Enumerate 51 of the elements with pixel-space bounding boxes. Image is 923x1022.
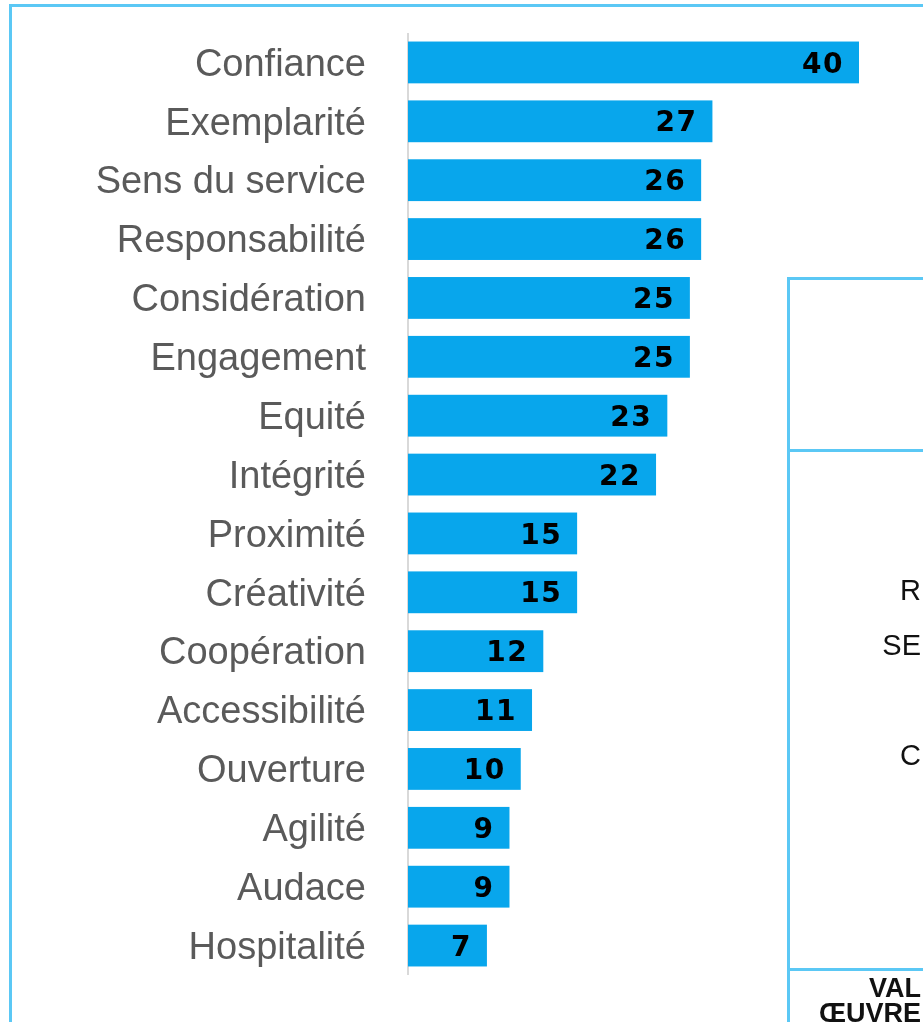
data-label: 26 xyxy=(644,223,687,257)
bar xyxy=(408,159,702,202)
y-tick-label: Sens du service xyxy=(95,159,366,202)
y-tick-label: Agilité xyxy=(262,807,366,850)
bar xyxy=(408,748,521,790)
bar xyxy=(408,512,578,555)
bar xyxy=(408,689,533,731)
bar xyxy=(408,924,487,967)
data-label: 11 xyxy=(475,694,518,728)
bar xyxy=(408,453,657,496)
y-tick-label: Audace xyxy=(237,865,366,908)
data-label: 7 xyxy=(450,929,472,963)
data-label: 25 xyxy=(632,282,675,316)
data-label: 22 xyxy=(599,458,642,492)
y-tick-label: Equité xyxy=(258,394,366,437)
bar xyxy=(408,277,690,319)
bar xyxy=(408,100,713,143)
text: R xyxy=(900,574,921,606)
y-tick-label: Responsabilité xyxy=(116,218,366,261)
y-tick-label: Considération xyxy=(131,277,366,320)
bar xyxy=(408,218,702,260)
data-label: 15 xyxy=(520,576,563,610)
bar xyxy=(408,571,578,614)
data-label: 40 xyxy=(802,46,844,80)
y-tick-label: Coopération xyxy=(158,630,366,673)
data-label: 23 xyxy=(610,399,653,433)
data-label: 25 xyxy=(632,340,675,374)
y-tick-label: Ouverture xyxy=(197,748,366,791)
bar xyxy=(408,865,510,908)
data-label: 27 xyxy=(655,105,698,139)
data-label: 9 xyxy=(473,870,495,904)
y-tick-label: Créativité xyxy=(205,571,366,614)
y-tick-label: Hospitalité xyxy=(188,924,366,967)
bar xyxy=(408,630,544,673)
bar xyxy=(408,394,668,437)
data-label: 12 xyxy=(486,635,529,669)
y-tick-label: Intégrité xyxy=(228,453,366,496)
bar xyxy=(408,335,690,378)
y-tick-label: Exemplarité xyxy=(165,100,366,143)
text: C xyxy=(900,739,921,771)
y-tick-label: Proximité xyxy=(207,512,366,555)
y-tick-label: Engagement xyxy=(150,336,367,379)
data-label: 10 xyxy=(463,753,506,787)
bar xyxy=(408,806,510,849)
y-tick-label: Confiance xyxy=(194,41,366,84)
bar xyxy=(408,41,859,84)
y-tick-label: Accessibilité xyxy=(156,689,366,732)
data-label: 15 xyxy=(520,517,563,551)
data-label: 26 xyxy=(644,164,687,198)
text: SE xyxy=(882,629,921,661)
data-label: 9 xyxy=(473,811,495,845)
